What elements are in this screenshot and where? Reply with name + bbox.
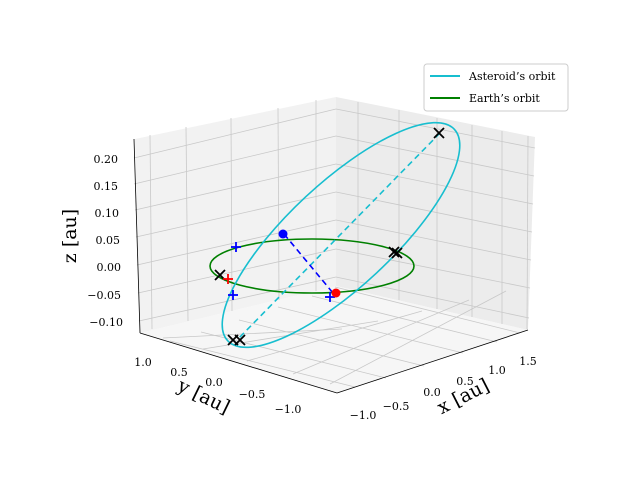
floor-gridline-y [162, 328, 343, 339]
z-gridline-left [137, 248, 337, 294]
floor-gridline-y [246, 310, 423, 362]
x-marker [214, 269, 226, 281]
asteroid-orbit-line [221, 121, 461, 349]
z-gridline-left [134, 163, 337, 211]
x-tick-label: 0.0 [423, 386, 441, 399]
y-tick-label: 0.5 [170, 366, 188, 379]
z-gridline-right [335, 276, 530, 319]
axes-panes [135, 97, 535, 393]
floor-pane [140, 286, 528, 393]
floor-gridline-x [311, 295, 498, 343]
legend-label-asteroid: Asteroid’s orbit [468, 70, 556, 83]
floor-gridline-x [277, 306, 464, 354]
y-axis-label: y [au] [173, 374, 233, 418]
x-tick-label: 0.5 [456, 375, 474, 388]
x-marker [234, 334, 246, 346]
x-tick-label: 1.5 [519, 355, 537, 368]
x-tick-label: 1.0 [488, 364, 506, 377]
z-tick-label: −0.05 [87, 289, 121, 302]
sun-point-marker [331, 288, 341, 298]
legend-label-earth: Earth’s orbit [469, 92, 540, 105]
legend: Asteroid’s orbit Earth’s orbit [423, 63, 569, 112]
z-tick-label: 0.20 [94, 153, 119, 166]
x-marker [388, 246, 400, 258]
z-gridline-left [138, 276, 337, 322]
z-gridline-right [335, 191, 533, 233]
y-gridline-wall [149, 134, 153, 330]
tick-labels: 0.200.150.100.050.00−0.05−0.101.00.50.0−… [87, 153, 536, 422]
floor-gridline-x [169, 340, 356, 388]
z-gridline-left [133, 108, 337, 159]
z-tick-label: 0.00 [97, 261, 122, 274]
plot-area [209, 121, 461, 349]
axes-lines [133, 138, 529, 394]
z-axis-label: z [au] [59, 209, 81, 263]
floor-gridline-x [238, 319, 425, 367]
z-gridline-right [335, 219, 532, 261]
y-axis-line [139, 332, 338, 394]
z-gridline-right [335, 248, 531, 289]
earth-orbit-line [209, 238, 415, 294]
z-gridline-right [335, 163, 534, 205]
y-tick-label: −0.5 [239, 388, 266, 401]
x-marker [391, 247, 403, 259]
z-axis-line [133, 138, 141, 334]
y-gridline-wall [277, 107, 280, 301]
z-tick-label: 0.05 [96, 234, 121, 247]
floor-gridline-y [329, 290, 507, 385]
x-tick-label: −0.5 [383, 400, 410, 413]
floor-gridline-y [292, 299, 470, 375]
x-gridline-wall [526, 135, 529, 330]
floor-gridline-x [334, 286, 521, 334]
y-gridline-wall [185, 126, 189, 322]
asteroid-point-marker [278, 229, 288, 239]
z-gridline-right [335, 135, 535, 177]
apsides-dashed-line [236, 132, 441, 341]
z-tick-label: −0.10 [89, 316, 123, 329]
node-dashed-line [283, 233, 334, 294]
x-tick-label: −1.0 [350, 409, 377, 422]
y-tick-label: 1.0 [134, 356, 152, 369]
back-right-pane [336, 97, 535, 330]
z-tick-label: 0.10 [95, 207, 120, 220]
z-tick-label: 0.15 [94, 180, 119, 193]
z-gridline-left [133, 135, 337, 185]
y-tick-label: 0.0 [205, 376, 223, 389]
x-marker [433, 127, 445, 139]
x-axis-line [336, 329, 529, 394]
y-tick-label: −1.0 [275, 403, 302, 416]
